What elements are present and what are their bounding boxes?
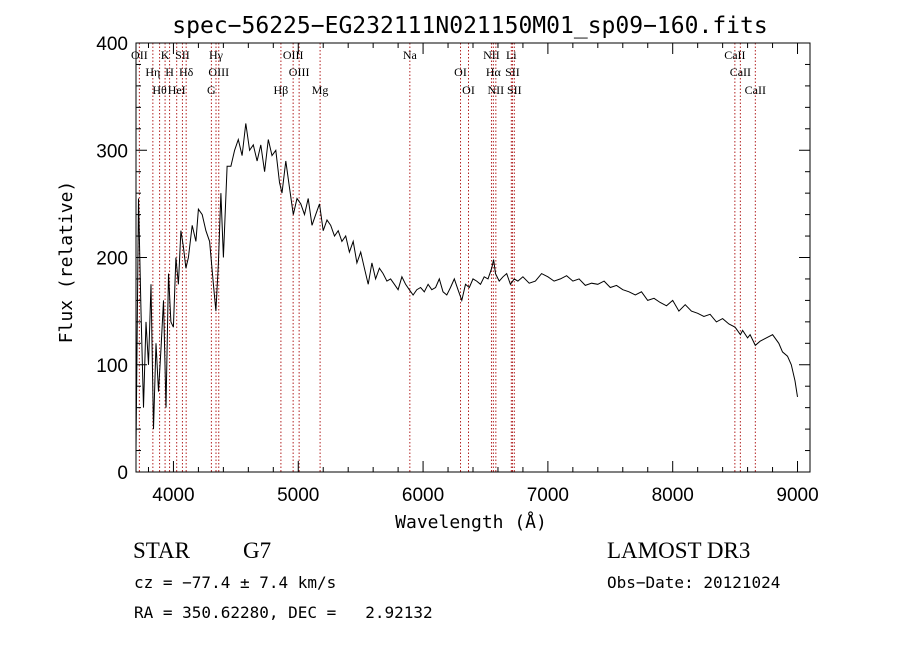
line-marker-label: Hη	[145, 65, 160, 79]
line-marker-label: CaII	[745, 83, 766, 97]
x-tick-label: 7000	[527, 485, 569, 506]
line-marker-label: NII	[488, 83, 505, 97]
x-tick-label: 9000	[776, 485, 818, 506]
line-marker-label: Hθ	[152, 83, 167, 97]
line-marker-label: OIII	[283, 48, 304, 62]
line-marker-label: Li	[506, 48, 517, 62]
y-axis-ticks: 0 100 200 300 400	[96, 34, 810, 484]
plot-frame	[135, 42, 811, 473]
line-marker-label: K	[161, 48, 170, 62]
x-tick-label: 8000	[652, 485, 694, 506]
y-axis-label: Flux (relative)	[56, 181, 77, 344]
line-marker-label: CaII	[730, 65, 751, 79]
x-axis-label: Wavelength (Å)	[395, 511, 547, 533]
line-marker-label: Hα	[486, 65, 502, 79]
line-marker-label: OI	[454, 65, 467, 79]
y-tick-label: 300	[96, 141, 128, 162]
line-marker-label: OI	[462, 83, 475, 97]
observation-date: Obs−Date: 20121024	[607, 573, 781, 592]
x-tick-label: 4000	[152, 485, 194, 506]
line-marker-label: CaII	[724, 48, 745, 62]
spectrum-series-line	[135, 123, 798, 451]
survey-name: LAMOST DR3	[607, 538, 751, 563]
line-marker-label: HeI	[168, 83, 186, 97]
emission-line-labels: OIIHηHθKHHeISIIHδGHγOIIIHβOIIIOIIIMgNaOI…	[131, 48, 766, 97]
line-marker-label: Na	[403, 48, 418, 62]
line-marker-label: OIII	[289, 65, 310, 79]
y-tick-label: 200	[96, 249, 128, 270]
line-marker-label: Hδ	[179, 65, 194, 79]
y-tick-label: 400	[96, 34, 128, 55]
redshift-velocity: cz = −77.4 ± 7.4 km/s	[134, 573, 337, 592]
x-tick-label: 6000	[402, 485, 444, 506]
x-axis-ticks: 4000 5000 6000 7000 8000 9000	[147, 43, 819, 506]
object-subclass: G7	[243, 538, 272, 563]
line-marker-label: SII	[505, 65, 520, 79]
line-marker-label: SII	[507, 83, 522, 97]
y-tick-label: 0	[117, 463, 128, 484]
x-tick-label: 5000	[277, 485, 319, 506]
ra-dec-coordinates: RA = 350.62280, DEC = 2.92132	[134, 603, 433, 622]
line-marker-label: H	[165, 65, 174, 79]
object-class: STAR	[133, 538, 190, 563]
line-marker-label: Hβ	[274, 83, 289, 97]
emission-line-markers	[138, 43, 756, 472]
line-marker-label: Mg	[312, 83, 329, 97]
line-marker-label: G	[207, 83, 216, 97]
line-marker-label: SII	[175, 48, 190, 62]
line-marker-label: OIII	[208, 65, 229, 79]
line-marker-label: OII	[131, 48, 148, 62]
line-marker-label: NII	[483, 48, 500, 62]
y-tick-label: 100	[96, 356, 128, 377]
chart-title: spec−56225−EG232111N021150M01_sp09−160.f…	[172, 13, 767, 39]
line-marker-label: Hγ	[209, 48, 224, 62]
